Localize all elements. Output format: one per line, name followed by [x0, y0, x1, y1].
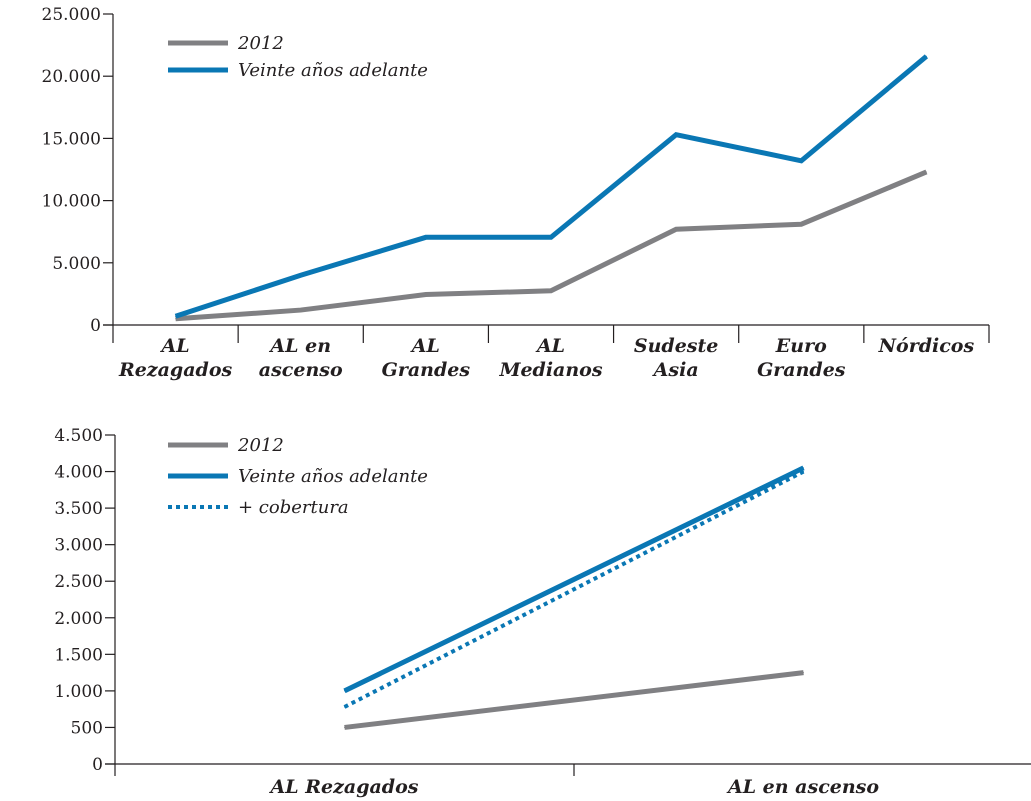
- series-line-1: [174, 54, 929, 319]
- y-tick-label: 2.500: [54, 572, 103, 592]
- data-point: [550, 290, 552, 292]
- data-point: [925, 55, 927, 57]
- x-tick-label: Asia: [652, 359, 699, 381]
- data-point: [800, 223, 802, 225]
- y-tick-label: 3.500: [54, 499, 103, 519]
- y-tick-label: 5.000: [52, 254, 101, 274]
- y-tick-label: 25.000: [42, 5, 101, 25]
- y-tick-label: 1.000: [54, 682, 103, 702]
- y-tick-label: 4.500: [54, 426, 103, 446]
- x-tick-label: Medianos: [498, 359, 602, 381]
- series-line-0: [344, 670, 804, 730]
- y-tick-label: 2.000: [54, 609, 103, 629]
- x-tick-label: AL: [410, 335, 440, 357]
- data-point: [175, 318, 177, 320]
- data-point: [675, 134, 677, 136]
- y-tick-label: 1.500: [54, 645, 103, 665]
- data-point: [800, 160, 802, 162]
- data-point: [925, 171, 927, 173]
- x-tick-label: Sudeste: [634, 335, 718, 357]
- data-point: [675, 228, 677, 230]
- data-point: [344, 706, 345, 708]
- x-tick-label: AL Rezagados: [269, 776, 419, 798]
- x-tick-label: Euro: [775, 335, 827, 357]
- x-tick-label: Rezagados: [118, 359, 233, 381]
- x-tick-label: AL en: [268, 335, 331, 357]
- y-tick-label: 3.000: [54, 536, 103, 556]
- data-point: [425, 294, 427, 296]
- y-tick-label: 0: [92, 755, 103, 775]
- chart-top: 05.00010.00015.00020.00025.000ALRezagado…: [42, 5, 990, 381]
- y-tick-label: 10.000: [42, 192, 101, 212]
- legend-label-0: 2012: [237, 33, 284, 54]
- x-tick-label: Nórdicos: [878, 335, 975, 357]
- data-point: [344, 726, 345, 728]
- y-tick-label: 500: [71, 718, 103, 738]
- data-point: [175, 315, 177, 317]
- x-tick-label: Grandes: [382, 359, 471, 381]
- series-line-2: [343, 469, 805, 709]
- legend-label-1: Veinte años adelante: [238, 466, 428, 487]
- data-point: [550, 236, 552, 238]
- legend-label-0: 2012: [237, 435, 284, 456]
- legend-label-2: + cobertura: [238, 497, 349, 518]
- data-point: [425, 236, 427, 238]
- x-tick-label: AL en ascenso: [726, 776, 879, 798]
- series-line-0: [175, 169, 928, 322]
- x-tick-label: ascenso: [259, 359, 343, 381]
- x-tick-label: AL: [160, 335, 190, 357]
- chart-bottom: 0 500 1.000 1.500 2.000 2.500 3.000 3.500 4.000 4…: [54, 426, 1031, 798]
- data-point: [803, 672, 804, 674]
- data-point: [300, 274, 302, 276]
- data-point: [300, 309, 302, 311]
- x-tick-label: AL: [535, 335, 565, 357]
- legend-label-1: Veinte años adelante: [238, 60, 428, 81]
- data-point: [803, 471, 804, 473]
- y-tick-label: 4.000: [54, 463, 103, 483]
- x-tick-label: Grandes: [757, 359, 846, 381]
- data-point: [344, 690, 345, 692]
- y-tick-label: 20.000: [42, 67, 101, 87]
- data-point: [803, 467, 804, 469]
- y-tick-label: 15.000: [42, 129, 101, 149]
- series-line-1: [343, 465, 805, 694]
- y-tick-label: 0: [90, 316, 101, 336]
